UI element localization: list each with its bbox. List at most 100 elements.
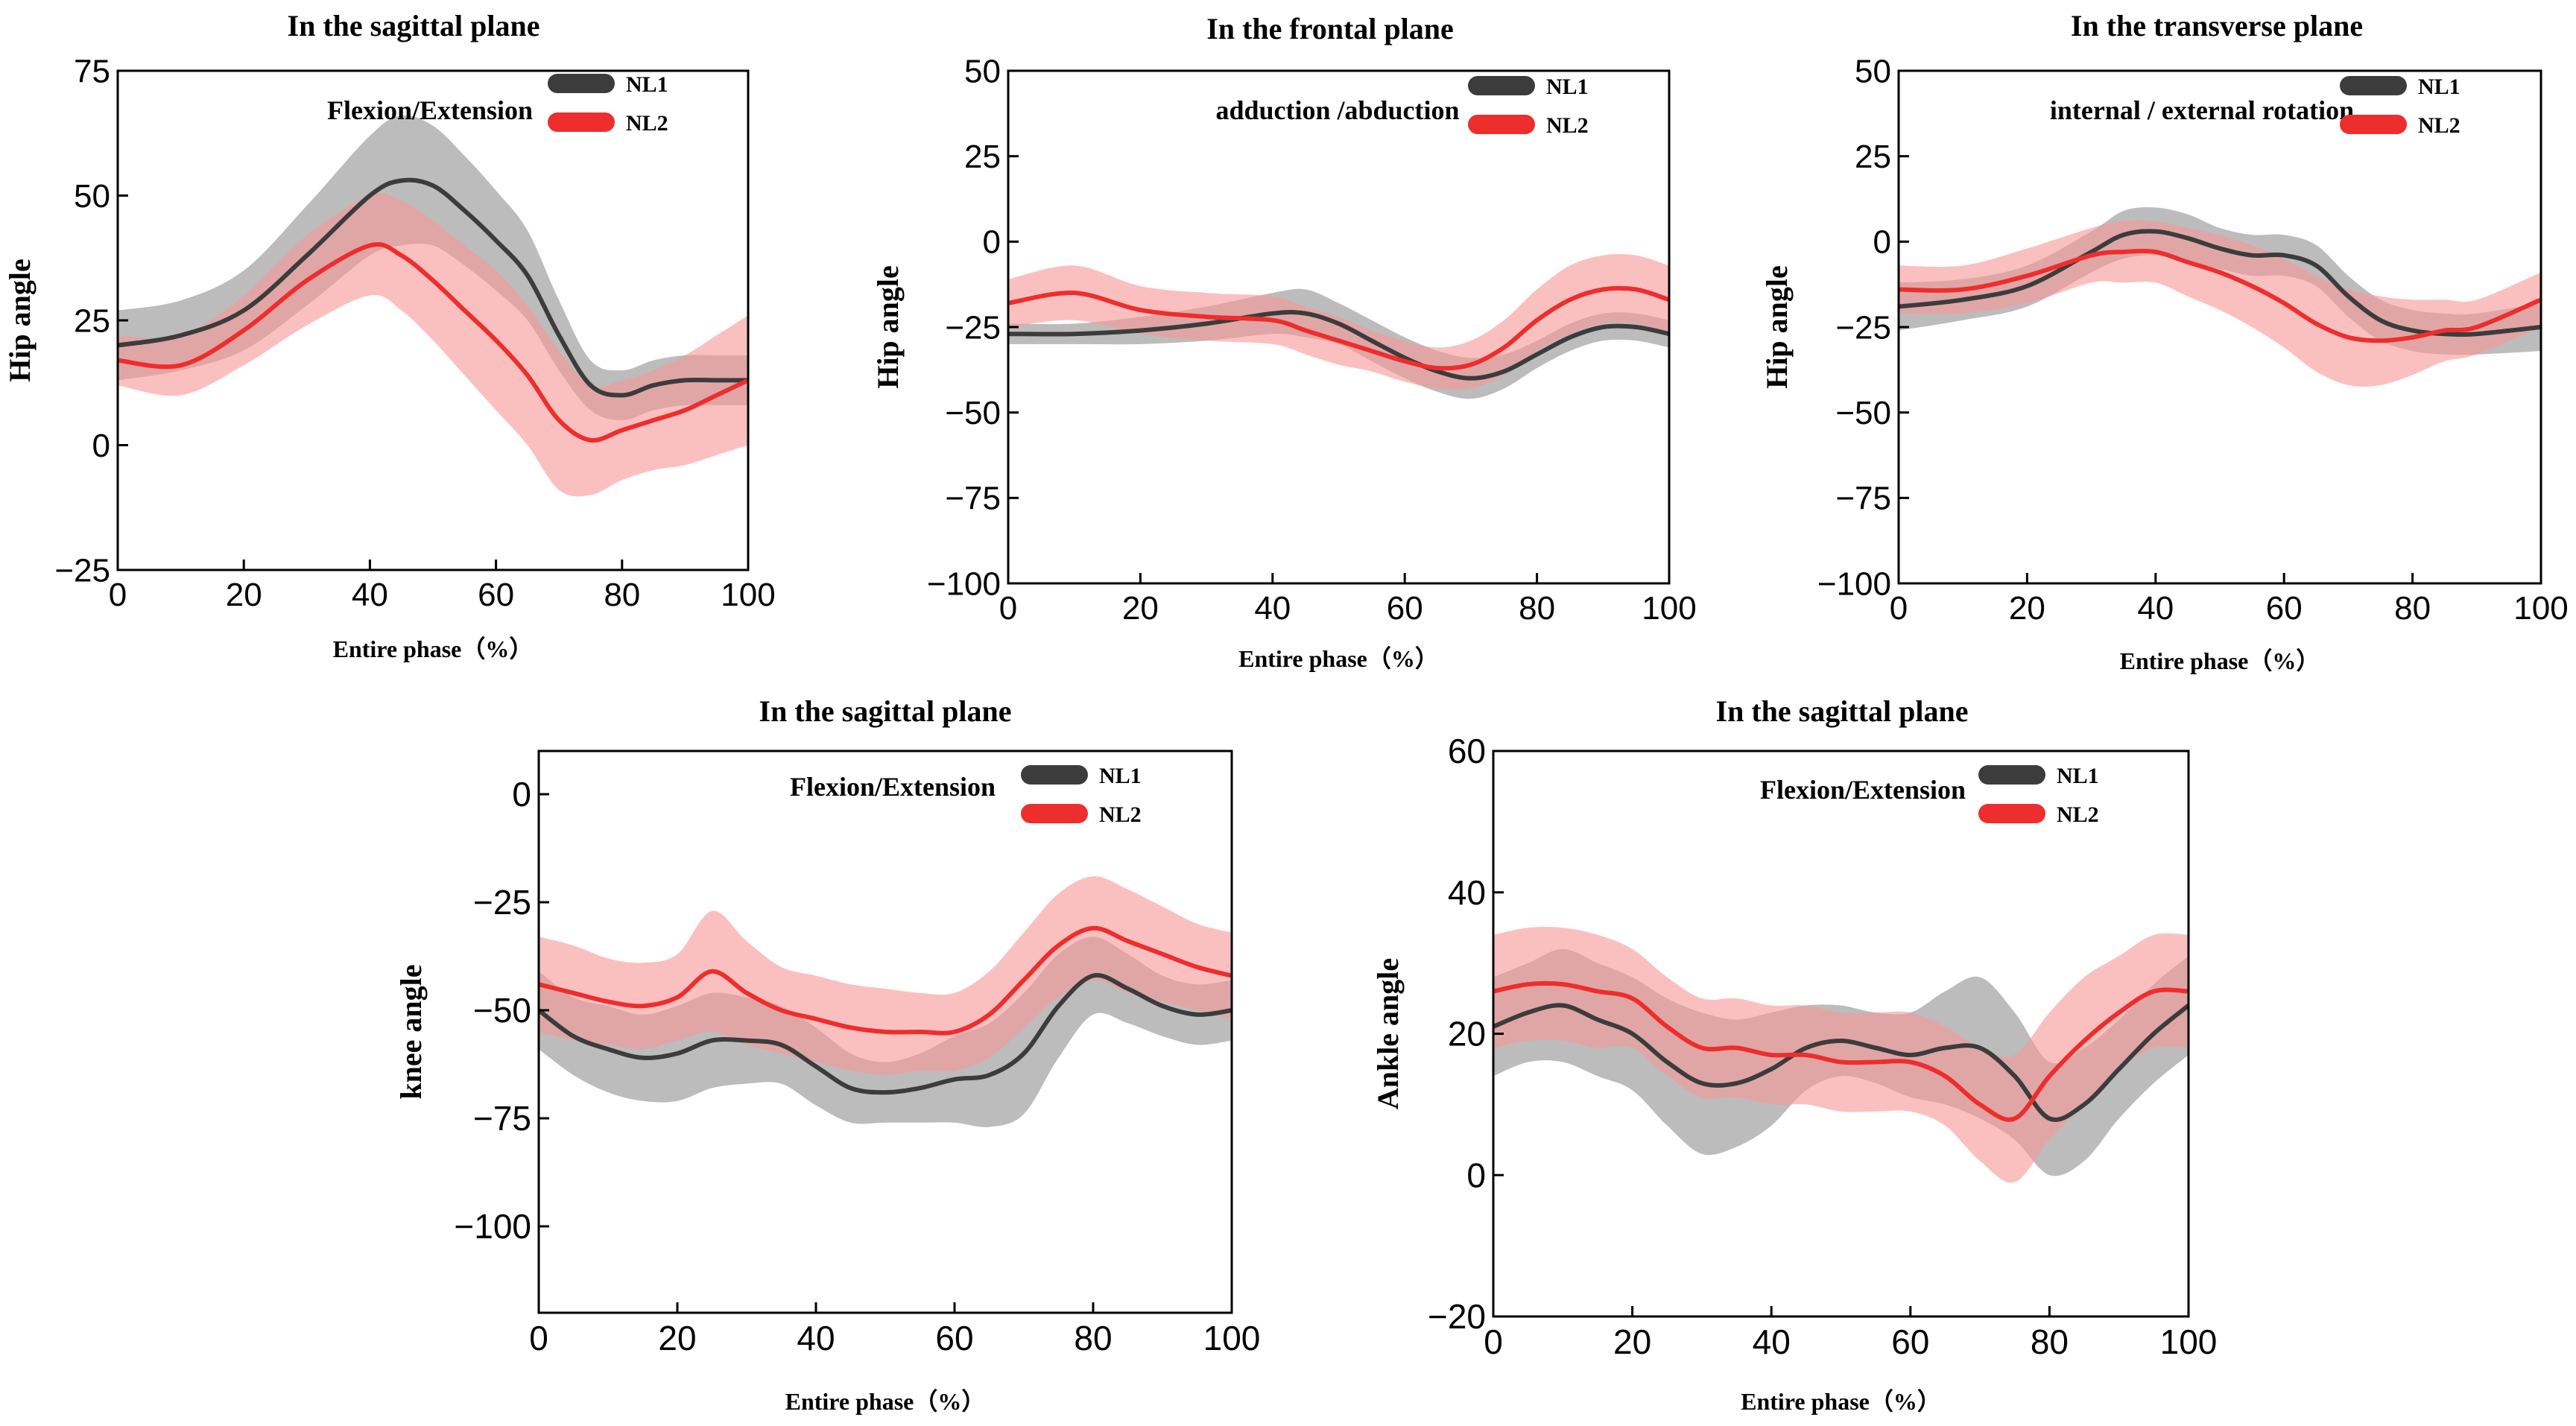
sd-band-nl2 [1899,220,2541,387]
x-tick-label: 20 [1613,1322,1651,1361]
y-tick-label: −20 [1428,1297,1486,1336]
legend-swatch-nl1 [1021,765,1088,785]
y-tick-label: −100 [1817,565,1891,602]
y-axis-label: Ankle angle [1371,958,1405,1109]
y-tick-label: 40 [1448,873,1486,912]
legend-swatch-nl2 [548,113,615,132]
x-tick-label: 0 [109,577,127,613]
y-tick-label: 50 [964,53,1001,89]
x-tick-label: 40 [1254,590,1291,627]
x-axis-label: Entire phase（%） [785,1388,986,1415]
x-tick-label: 20 [1122,590,1159,627]
x-axis-label: Entire phase（%） [1238,645,1439,672]
mean-line-nl1 [118,177,748,398]
legend: NL1 NL2 [548,72,668,136]
x-tick-label: 0 [999,590,1017,627]
y-tick-label: −25 [54,552,110,589]
y-tick-label: −50 [1835,395,1891,431]
y-axis-label: Hip angle [1760,265,1794,389]
plot-area [118,115,748,497]
x-tick-label: 100 [2513,590,2568,627]
legend-label-nl2: NL2 [1099,802,1142,827]
y-tick-label: 0 [92,428,110,464]
legend-label-nl1: NL1 [2057,764,2099,788]
chart-title: In the sagittal plane [759,694,1012,728]
legend-swatch-nl2 [1978,804,2045,823]
x-tick-label: 60 [1387,590,1423,627]
y-tick-label: 75 [74,53,110,89]
x-tick-label: 80 [1519,590,1555,627]
y-tick-label: 25 [964,139,1001,175]
legend-label-nl2: NL2 [2057,802,2099,827]
y-tick-label: 50 [74,178,110,215]
legend-label-nl1: NL1 [2418,75,2461,99]
x-tick-label: 0 [1890,590,1908,627]
x-tick-label: 40 [2137,590,2174,627]
legend: NL1 NL2 [1468,75,1589,138]
x-tick-label: 100 [1203,1319,1261,1357]
y-tick-label: −50 [473,991,531,1030]
x-tick-label: 20 [226,577,262,613]
x-tick-label: 60 [478,577,514,613]
motion-annotation: Flexion/Extension [327,95,533,125]
plot-area [1493,927,2189,1183]
x-tick-label: 80 [2394,590,2431,627]
y-tick-label: 20 [1448,1015,1486,1053]
x-tick-label: 80 [2031,1322,2069,1361]
y-tick-label: −100 [927,565,1001,602]
y-tick-label: −75 [945,481,1001,517]
x-tick-label: 100 [1642,590,1696,627]
y-tick-label: 0 [512,775,531,814]
mean-line-nl2 [1493,980,2189,1122]
mean-line-nl1 [1899,229,2541,338]
legend-swatch-nl1 [1468,76,1535,95]
motion-annotation: internal / external rotation [2050,95,2354,125]
legend: NL1 NL2 [2340,75,2461,138]
x-axis-label: Entire phase（%） [1741,1388,1941,1415]
sd-band-nl2 [118,193,748,497]
y-tick-label: 0 [983,224,1001,261]
x-tick-label: 40 [352,577,388,613]
x-tick-label: 60 [1891,1322,1929,1361]
mean-line-nl2 [1899,248,2541,343]
legend-swatch-nl2 [1021,804,1088,823]
x-tick-label: 80 [1074,1319,1112,1357]
motion-annotation: Flexion/Extension [1760,775,1966,805]
y-tick-label: 0 [1873,224,1891,261]
chart-title: In the transverse plane [2071,9,2363,42]
chart-title: In the sagittal plane [1716,694,1969,728]
x-tick-label: 0 [529,1319,548,1357]
x-axis-label: Entire phase（%） [2120,647,2320,674]
legend-label-nl1: NL1 [1546,75,1589,99]
y-tick-label: 25 [74,302,110,339]
legend-label-nl1: NL1 [626,72,668,97]
sd-band-nl2 [539,876,1232,1075]
y-tick-label: 50 [1855,53,1891,89]
plot-area [539,876,1232,1127]
y-tick-label: −75 [473,1099,531,1138]
motion-annotation: adduction /abduction [1215,95,1459,125]
chart-title: In the sagittal plane [288,9,540,42]
x-tick-label: 40 [1753,1322,1791,1361]
plot-area [1899,207,2541,387]
x-tick-label: 100 [2160,1322,2218,1361]
y-tick-label: 0 [1466,1156,1486,1194]
x-tick-label: 60 [2266,590,2303,627]
legend-swatch-nl1 [1978,765,2045,785]
mean-line-nl1 [539,972,1232,1095]
y-tick-label: 60 [1448,732,1486,770]
chart-panel-2: 0 20 40 60 80 100 50 25 0 −25 −50 −75 −100 In the fro… [871,12,1697,672]
x-tick-label: 80 [604,577,640,613]
legend-swatch-nl2 [1468,115,1535,134]
chart-panel-3: 0 20 40 60 80 100 50 25 0 −25 −50 −75 −100 In the tra… [1760,9,2569,674]
x-axis-label: Entire phase（%） [333,636,534,662]
y-axis-label: Hip angle [871,265,905,389]
x-tick-label: 100 [721,577,775,613]
x-tick-label: 20 [2009,590,2045,627]
mean-line-nl1 [1008,309,1669,381]
legend-swatch-nl1 [548,74,615,93]
legend-label-nl2: NL2 [2418,113,2461,138]
legend: NL1 NL2 [1021,764,1142,827]
